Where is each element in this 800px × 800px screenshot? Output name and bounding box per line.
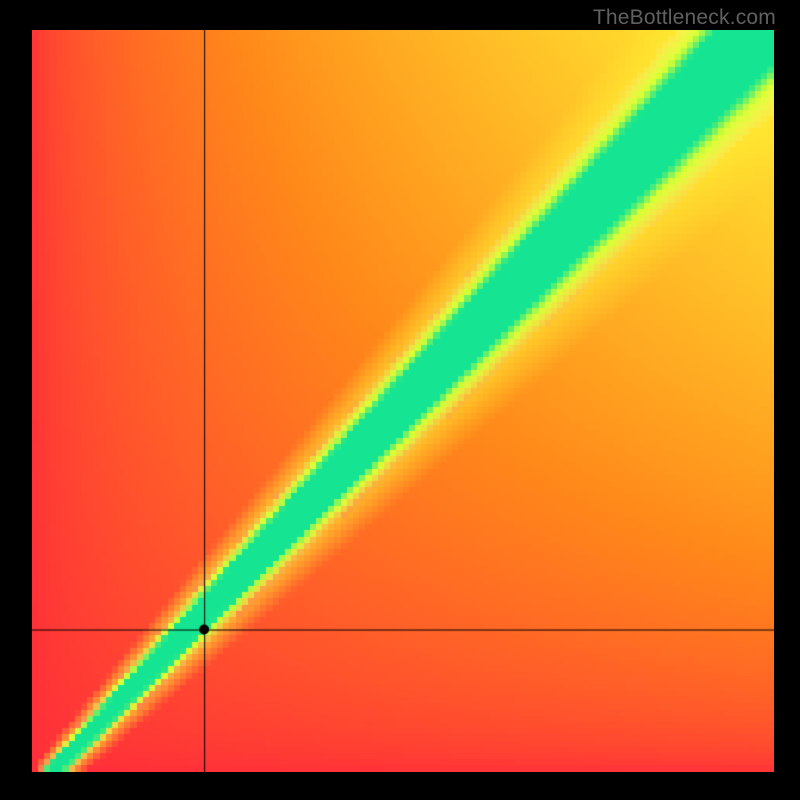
chart-container: TheBottleneck.com [0, 0, 800, 800]
bottleneck-heatmap [32, 30, 774, 772]
watermark-text: TheBottleneck.com [593, 6, 776, 30]
